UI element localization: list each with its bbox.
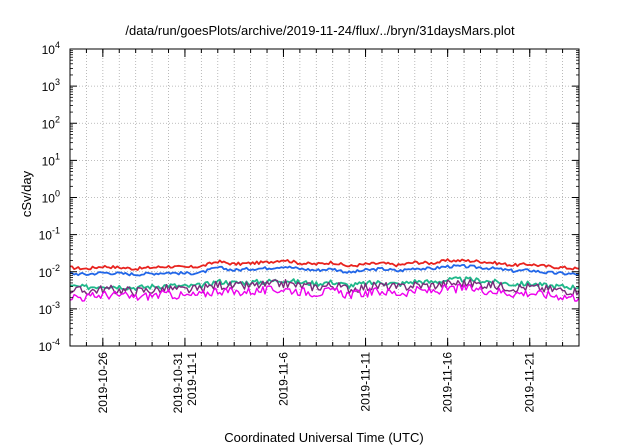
x-tick-label: 2019-11-16 bbox=[441, 352, 455, 413]
x-axis-label: Coordinated Universal Time (UTC) bbox=[224, 430, 423, 445]
y-axis-label: cSv/day bbox=[19, 170, 34, 217]
grid bbox=[70, 49, 579, 346]
y-tick-label: 10-2 bbox=[39, 263, 60, 280]
x-tick-label: 2019-11-21 bbox=[523, 352, 537, 413]
x-tick-label: 2019-11-11 bbox=[359, 352, 373, 412]
x-tick-label: 2019-11-6 bbox=[276, 352, 290, 406]
y-tick-label: 100 bbox=[42, 189, 60, 206]
y-tick-label: 104 bbox=[42, 40, 60, 57]
x-tick-label: 2019-10-31 bbox=[171, 352, 185, 414]
y-tick-label: 102 bbox=[42, 114, 60, 131]
x-tick-label: 2019-11-1 bbox=[185, 352, 199, 406]
y-tick-label: 10-3 bbox=[39, 300, 60, 317]
series-group bbox=[69, 258, 580, 302]
y-tick-label: 103 bbox=[42, 77, 60, 94]
series-line bbox=[69, 276, 580, 292]
series-line bbox=[69, 278, 580, 296]
chart-title: /data/run/goesPlots/archive/2019-11-24/f… bbox=[125, 23, 515, 38]
ticks: 10-4 10-3 10-2 10-1 100 101 102 103 104 2019-10-2… bbox=[39, 40, 579, 413]
series-line bbox=[70, 258, 580, 271]
x-tick-label: 2019-10-26 bbox=[96, 352, 110, 414]
y-tick-label: 101 bbox=[42, 151, 60, 168]
y-tick-label: 10-4 bbox=[39, 337, 60, 354]
series-line bbox=[69, 283, 580, 302]
y-tick-label: 10-1 bbox=[39, 226, 60, 243]
series-line bbox=[69, 263, 580, 277]
